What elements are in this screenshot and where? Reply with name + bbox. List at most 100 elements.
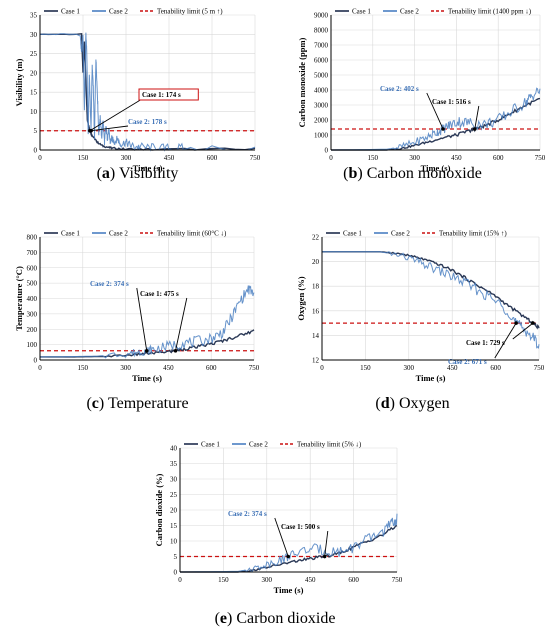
legend-label: Tenability limit (15% ↑) [439, 230, 507, 238]
x-tick-label: 450 [305, 576, 316, 584]
y-tick-label: 25 [30, 50, 38, 58]
x-axis-label: Time (s) [133, 163, 163, 173]
annotation-arrow [474, 105, 480, 130]
annotation-label: Case 2: 178 s [128, 118, 167, 126]
series-line-case-1 [180, 525, 398, 573]
chart-panel-1: 0 150 300 450 600 750 0 5 10 15 20 25 30 35 Time (s) Vi… [14, 8, 261, 174]
legend-label: Case 2 [249, 441, 268, 449]
annotation-arrow [274, 517, 289, 557]
y-tick-label: 22 [312, 234, 320, 242]
x-axis-label: Time (s) [274, 585, 304, 595]
legend-label: Tenability limit (60°C ↓) [157, 230, 227, 238]
legend-label: Tenability limit (5 m ↑) [157, 8, 223, 16]
series-line-case-2 [40, 285, 255, 359]
x-tick-label: 600 [490, 364, 501, 372]
y-tick-label: 3000 [314, 102, 329, 110]
x-tick-label: 300 [409, 154, 420, 162]
annotation-label: Case 1: 516 s [432, 98, 471, 106]
y-tick-label: 40 [170, 445, 178, 453]
y-tick-label: 0 [325, 147, 329, 155]
x-tick-label: 300 [121, 154, 132, 162]
series-line-case-2 [322, 251, 540, 349]
annotation-point [286, 554, 291, 559]
legend-label: Case 1 [352, 8, 371, 16]
x-tick-label: 300 [120, 364, 131, 372]
annotation-arrow [89, 98, 143, 132]
y-tick-label: 500 [27, 280, 38, 288]
x-tick-label: 450 [451, 154, 462, 162]
annotation-arrow [136, 287, 148, 351]
x-tick-label: 150 [360, 364, 371, 372]
legend-label: Case 2 [109, 8, 128, 16]
y-tick-label: 20 [170, 507, 178, 515]
annotation-box [138, 88, 199, 101]
y-tick-label: 9000 [314, 12, 329, 20]
y-tick-label: 30 [30, 31, 38, 39]
y-axis-label: Carbon monoxide (ppm) [297, 37, 307, 127]
caption-d: (d) Oxygen [375, 395, 450, 412]
caption-b: (b) Carbon monoxide [343, 165, 482, 182]
y-axis-label: Temperature (°C) [14, 266, 24, 331]
annotation-point [472, 127, 477, 131]
y-tick-label: 25 [170, 491, 178, 499]
y-tick-label: 15 [170, 522, 178, 530]
x-tick-label: 0 [320, 364, 324, 372]
legend-label: Case 1 [343, 230, 362, 238]
y-tick-label: 20 [30, 69, 38, 77]
x-axis-label: Time (s) [416, 373, 446, 383]
annotation-label: Case 1: 729 s [466, 339, 505, 347]
x-tick-label: 150 [218, 576, 229, 584]
y-tick-label: 600 [27, 264, 38, 272]
annotation-label: Case 1: 174 s [142, 91, 181, 99]
x-tick-label: 150 [78, 364, 89, 372]
y-tick-label: 12 [312, 357, 320, 365]
annotation-point [322, 554, 327, 559]
x-tick-label: 450 [163, 364, 174, 372]
legend: Case 1 Case 2 Tenability limit (60°C ↓) [44, 230, 227, 238]
y-tick-label: 16 [312, 307, 320, 315]
x-tick-label: 150 [368, 154, 379, 162]
chart-panel-4: 0 150 300 450 600 750 12 14 16 18 20 22 Time (s) Oxyg… [296, 230, 545, 384]
annotation-point [531, 321, 535, 325]
annotation-label: Case 2: 671 s [448, 358, 487, 366]
chart-panel-3: 0 150 300 450 600 750 0 100 200 300 400 500 600 700 80… [14, 230, 260, 384]
annotation-arrow [494, 322, 517, 359]
y-tick-label: 200 [27, 326, 38, 334]
annotation-point [173, 348, 178, 353]
legend: Case 1 Case 2 Tenability limit (5 m ↑) [44, 8, 223, 16]
x-tick-label: 600 [206, 364, 217, 372]
annotation-point [514, 321, 518, 325]
legend-label: Case 2 [109, 230, 128, 238]
legend: Case 1 Case 2 Tenability limit (15% ↑) [326, 230, 507, 238]
series-line-case-2 [39, 32, 256, 152]
x-tick-label: 750 [250, 154, 261, 162]
annotation-point [144, 348, 149, 353]
y-tick-label: 5 [174, 553, 178, 561]
x-tick-label: 750 [249, 364, 260, 372]
annotation-arrow [426, 92, 444, 130]
legend-label: Case 2 [391, 230, 410, 238]
y-axis-label: Oxygen (%) [296, 276, 306, 320]
annotation-label: Case 2: 402 s [380, 85, 419, 93]
series-line-case-1 [322, 251, 540, 330]
y-tick-label: 15 [30, 89, 38, 97]
x-tick-label: 600 [348, 576, 359, 584]
x-axis-label: Time (s) [132, 373, 162, 383]
y-tick-label: 7000 [314, 42, 329, 50]
legend-label: Case 1 [201, 441, 220, 449]
y-tick-label: 800 [27, 234, 38, 242]
y-tick-label: 4000 [314, 87, 329, 95]
x-tick-label: 750 [534, 364, 545, 372]
series-line-case-1 [40, 329, 255, 358]
y-tick-label: 400 [27, 295, 38, 303]
x-tick-label: 300 [262, 576, 273, 584]
y-axis-label: Visibility (m) [14, 59, 24, 107]
annotation-point [89, 128, 93, 133]
y-tick-label: 0 [34, 357, 38, 365]
y-axis-label: Carbon dioxide (%) [154, 473, 164, 546]
legend: Case 1 Case 2 Tenability limit (1400 ppm ↓… [335, 8, 532, 16]
y-tick-label: 0 [174, 569, 178, 577]
y-tick-label: 35 [170, 460, 178, 468]
x-tick-label: 600 [207, 154, 218, 162]
